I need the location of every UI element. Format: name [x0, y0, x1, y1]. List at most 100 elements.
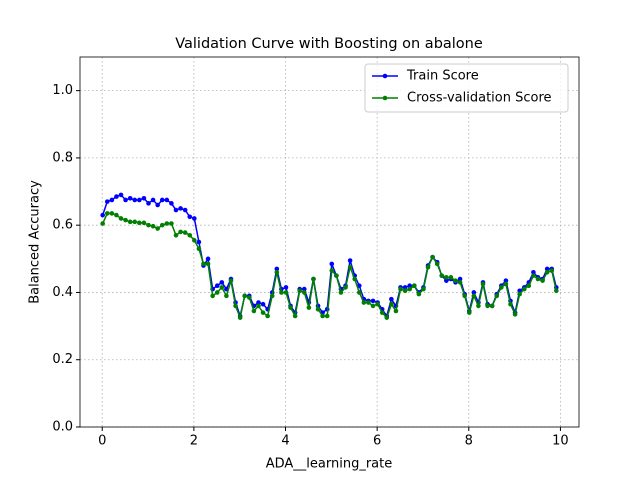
data-point	[521, 286, 527, 292]
data-point	[329, 261, 335, 267]
data-point	[480, 281, 486, 287]
data-point	[169, 221, 174, 226]
data-point	[499, 285, 504, 290]
data-point	[471, 293, 477, 299]
data-point	[137, 197, 142, 203]
series-line	[101, 212, 558, 321]
legend-label: Train Score	[406, 69, 479, 84]
data-point	[173, 207, 179, 213]
data-point	[343, 285, 348, 290]
data-point	[256, 300, 261, 305]
data-point	[283, 285, 289, 290]
data-point	[434, 261, 440, 267]
data-point	[196, 239, 202, 245]
data-point	[269, 293, 275, 299]
data-point	[247, 295, 252, 300]
data-point	[389, 301, 394, 307]
data-point	[104, 199, 110, 204]
data-point	[109, 197, 115, 203]
data-point	[544, 269, 550, 275]
data-point	[366, 300, 371, 305]
data-point	[178, 206, 183, 211]
data-point	[494, 293, 500, 299]
data-point	[526, 283, 532, 289]
data-point	[334, 273, 339, 278]
data-point	[214, 290, 220, 295]
data-point	[164, 197, 170, 203]
data-point	[187, 214, 193, 220]
data-point	[457, 276, 463, 282]
data-point	[192, 216, 197, 221]
data-point	[137, 220, 142, 226]
data-point	[150, 223, 156, 229]
data-point	[146, 222, 151, 228]
data-point	[146, 201, 151, 206]
x-tick-label: 0	[98, 434, 106, 449]
data-point	[100, 212, 105, 218]
data-point	[201, 261, 206, 267]
data-point	[402, 288, 408, 294]
data-point	[476, 303, 481, 309]
data-point	[256, 303, 261, 309]
data-point	[219, 285, 225, 290]
data-point	[306, 305, 312, 310]
data-point	[292, 313, 298, 319]
data-point	[347, 258, 353, 263]
data-point	[123, 217, 128, 223]
legend-label: Cross-validation Score	[407, 91, 552, 106]
y-axis-label: Balanced Accuracy	[28, 180, 43, 304]
data-point	[315, 306, 321, 312]
data-point	[182, 207, 188, 213]
data-point	[398, 286, 403, 292]
data-point	[462, 293, 467, 299]
x-tick-label: 8	[465, 434, 473, 449]
data-point	[297, 288, 303, 294]
data-point	[301, 286, 307, 292]
data-point	[141, 220, 147, 226]
data-point	[288, 305, 293, 310]
data-point	[320, 313, 325, 319]
data-point	[535, 276, 541, 282]
data-point	[439, 273, 445, 278]
x-tick-label: 6	[373, 434, 381, 449]
data-point	[512, 312, 518, 317]
data-point	[132, 219, 138, 225]
y-tick-label: 0.4	[52, 285, 73, 300]
data-point	[540, 278, 545, 283]
data-point	[485, 303, 490, 309]
data-point	[173, 232, 179, 238]
data-point	[356, 290, 362, 295]
data-point	[466, 310, 472, 315]
data-point	[416, 291, 422, 297]
data-point	[421, 286, 426, 292]
data-point	[370, 298, 376, 304]
data-point	[274, 269, 280, 275]
x-tick-label: 10	[552, 434, 569, 449]
plot-frame	[79, 56, 580, 428]
y-tick-label: 1.0	[52, 83, 73, 98]
data-point	[192, 238, 197, 243]
data-point	[489, 303, 495, 309]
data-point	[251, 308, 257, 314]
data-point	[361, 300, 367, 305]
data-point	[219, 280, 225, 285]
data-point	[407, 283, 412, 289]
data-point	[329, 268, 335, 273]
data-point	[274, 266, 280, 272]
data-point	[457, 280, 463, 285]
data-point	[503, 278, 509, 283]
data-point	[100, 221, 105, 226]
data-point	[123, 197, 128, 203]
data-point	[311, 276, 316, 282]
data-point	[370, 303, 376, 309]
data-point	[324, 313, 330, 319]
data-point	[471, 290, 477, 295]
data-point	[237, 315, 243, 320]
data-point	[118, 192, 124, 198]
data-point	[141, 195, 147, 201]
data-point	[114, 194, 119, 199]
data-point	[224, 293, 229, 299]
data-point	[228, 278, 234, 283]
data-point	[554, 288, 559, 294]
